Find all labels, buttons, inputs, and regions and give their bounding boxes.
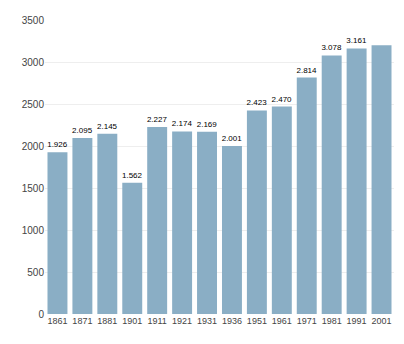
svg-text:1861: 1861 [47,316,67,326]
svg-text:1000: 1000 [22,225,45,236]
svg-text:2.095: 2.095 [72,126,93,135]
svg-text:1.926: 1.926 [47,140,68,149]
svg-text:1991: 1991 [347,316,367,326]
svg-text:1911: 1911 [148,316,167,326]
svg-text:2500: 2500 [22,99,45,110]
svg-text:2.423: 2.423 [247,98,268,107]
svg-text:2.169: 2.169 [197,120,218,129]
svg-text:1921: 1921 [172,316,192,326]
svg-text:2001: 2001 [372,316,392,326]
svg-text:1936: 1936 [222,316,242,326]
svg-text:1961: 1961 [272,316,292,326]
svg-text:2.174: 2.174 [172,119,193,128]
svg-text:1931: 1931 [197,316,217,326]
svg-text:3500: 3500 [22,15,45,26]
svg-text:3.078: 3.078 [321,43,342,52]
svg-text:1951: 1951 [247,316,267,326]
svg-text:0: 0 [38,309,44,320]
svg-text:3.161: 3.161 [346,36,367,45]
svg-text:1.562: 1.562 [122,171,143,180]
svg-text:1500: 1500 [22,183,45,194]
svg-text:2.470: 2.470 [272,95,293,104]
svg-text:1881: 1881 [97,316,117,326]
svg-text:1901: 1901 [122,316,142,326]
svg-text:3000: 3000 [22,57,45,68]
svg-text:1971: 1971 [297,316,317,326]
svg-text:2.145: 2.145 [97,122,118,131]
svg-text:1871: 1871 [72,316,92,326]
svg-text:2.814: 2.814 [296,66,317,75]
svg-text:1981: 1981 [322,316,342,326]
svg-text:2.001: 2.001 [222,134,243,143]
svg-text:2000: 2000 [22,141,45,152]
svg-text:2.227: 2.227 [147,115,168,124]
svg-text:500: 500 [27,267,44,278]
